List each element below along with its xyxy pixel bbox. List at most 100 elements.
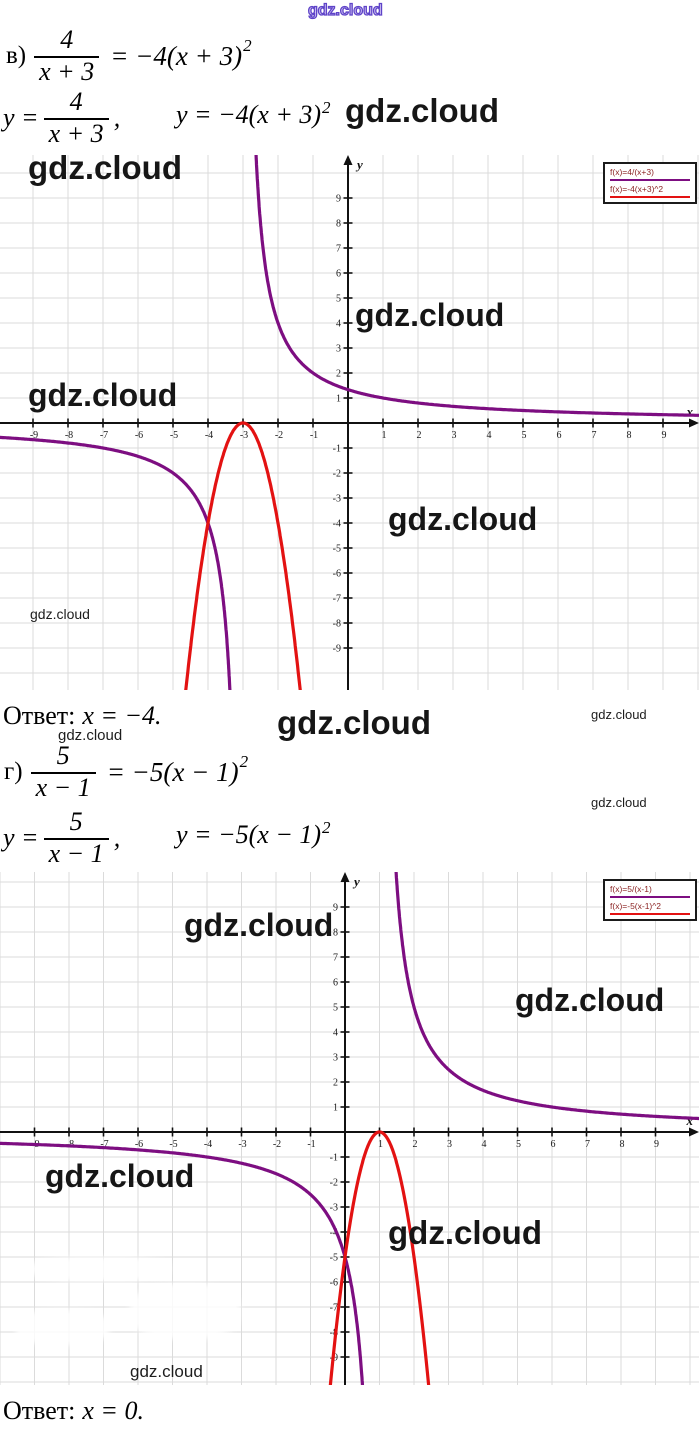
answer-g: Ответ: x = 0. <box>3 1396 144 1426</box>
y-tick-label: 2 <box>336 369 341 380</box>
y-tick-label: 2 <box>333 1078 338 1089</box>
legend-graph-1: f(x)=4/(x+3) f(x)=-4(x+3)^2 <box>603 162 697 205</box>
y-tick-label: 6 <box>333 978 338 989</box>
x-tick-label: -6 <box>135 1139 143 1150</box>
erase-smudge <box>15 1310 110 1345</box>
legend-color-line <box>610 178 690 182</box>
fraction: 4 x + 3 <box>43 88 109 147</box>
x-tick-label: 5 <box>522 430 527 441</box>
curve-hyperbola <box>0 435 232 690</box>
x-tick-label: 3 <box>452 430 457 441</box>
watermark: gdz.cloud <box>591 707 647 722</box>
x-tick-label: -7 <box>100 1139 108 1150</box>
function1-v: y = 4 x + 3 , <box>3 88 121 147</box>
x-tick-label: -4 <box>204 1139 212 1150</box>
comma: , <box>113 823 121 853</box>
graph-1-canvas: y x -9 -8 -7 -6 -5 -4 -3 -2 -1 1 2 3 4 5 6 7 8 9 9 8 7 6 5 4 3 2 1 -1… <box>0 155 699 690</box>
y-axis-label: y <box>352 874 360 889</box>
fraction: 5 x − 1 <box>43 807 109 868</box>
x-tick-label: -2 <box>273 1139 281 1150</box>
equation-statement-g: г) 5 x − 1 = −5(x − 1) 2 <box>4 742 248 801</box>
function1-g: y = 5 x − 1 , <box>3 807 121 868</box>
y-tick-label: 9 <box>333 903 338 914</box>
fraction: 4 x + 3 <box>34 25 100 85</box>
x-axis-arrow <box>689 1127 699 1137</box>
y-tick-label: -1 <box>330 1153 338 1164</box>
equation-statement-v: в) 4 x + 3 = −4(x + 3) 2 <box>6 25 252 85</box>
x-tick-label: 3 <box>447 1139 452 1150</box>
x-tick-label: 2 <box>417 430 422 441</box>
watermark: gdz.cloud <box>184 907 334 943</box>
y-tick-label: 3 <box>336 344 341 355</box>
y-tick-label: -7 <box>333 594 341 605</box>
answer-v: Ответ: x = −4. <box>3 701 162 731</box>
y-tick-label: 8 <box>333 928 338 939</box>
equation-rhs: = −4(x + 3) <box>110 40 243 71</box>
y-tick-label: 9 <box>336 194 341 205</box>
x-tick-label: 8 <box>627 430 632 441</box>
watermark: gdz.cloud <box>591 795 647 810</box>
y-tick-label: -6 <box>330 1278 338 1289</box>
curve-hyperbola <box>394 872 699 1121</box>
x-tick-label: -6 <box>135 430 143 441</box>
fraction-numerator: 5 <box>69 807 83 836</box>
x-tick-label: 9 <box>654 1139 659 1150</box>
y-tick-label: -8 <box>333 619 341 630</box>
equation-rhs: = −5(x − 1) <box>106 756 239 787</box>
watermark: gdz.cloud <box>515 982 665 1018</box>
legend-entry: f(x)=4/(x+3) <box>610 167 690 182</box>
y-tick-label: -5 <box>330 1253 338 1264</box>
watermark: gdz.cloud <box>355 297 505 333</box>
x-tick-label: 1 <box>378 1139 383 1150</box>
y-tick-label: -4 <box>330 1228 338 1239</box>
legend-label: f(x)=-4(x+3)^2 <box>610 184 664 195</box>
legend-label: f(x)=4/(x+3) <box>610 167 654 177</box>
x-tick-label: -9 <box>30 430 38 441</box>
x-tick-label: -5 <box>170 430 178 441</box>
problem-label: г) <box>4 758 23 786</box>
watermark: gdz.cloud <box>345 92 499 129</box>
x-tick-label: -8 <box>65 430 73 441</box>
legend-color-line <box>610 895 690 899</box>
y-tick-label: 6 <box>336 269 341 280</box>
comma: , <box>113 103 121 133</box>
graph-1: y x -9 -8 -7 -6 -5 -4 -3 -2 -1 1 2 3 4 5 6 7 8 9 9 8 7 6 5 4 3 2 1 -1… <box>0 155 699 690</box>
fraction-numerator: 4 <box>60 25 74 54</box>
curve-parabola <box>328 1130 431 1385</box>
y-tick-label: 8 <box>336 219 341 230</box>
x-tick-label: 5 <box>516 1139 521 1150</box>
y-tick-label: 1 <box>336 394 341 405</box>
y-axis-label: y <box>355 157 363 172</box>
y-tick-label: 1 <box>333 1103 338 1114</box>
function-lhs: y = <box>3 103 39 133</box>
x-tick-label: 8 <box>620 1139 625 1150</box>
x-tick-label: 6 <box>557 430 562 441</box>
x-tick-label: -4 <box>205 430 213 441</box>
exponent: 2 <box>243 36 252 56</box>
watermark: gdz.cloud <box>58 727 123 744</box>
function-expression: y = −4(x + 3) <box>176 100 322 129</box>
x-tick-label: -3 <box>238 1139 246 1150</box>
graph-2-canvas: yx-9 -8 -7 -6 -5 -4 -3 -2 -1 1 2 3 4 5 6 7 8 9987654321-1… <box>0 872 699 1385</box>
erase-smudge <box>130 1284 240 1339</box>
y-tick-label: -3 <box>330 1203 338 1214</box>
x-tick-label: -5 <box>169 1139 177 1150</box>
legend-label: f(x)=-5(x-1)^2 <box>610 901 661 912</box>
answer-value: x = 0. <box>82 1396 144 1425</box>
x-tick-label: 7 <box>592 430 597 441</box>
y-tick-label: 4 <box>336 319 341 330</box>
watermark: gdz.cloud <box>28 377 178 413</box>
x-tick-label: -3 <box>240 430 248 441</box>
y-tick-label: -7 <box>330 1303 338 1314</box>
curve-parabola <box>184 421 302 690</box>
x-tick-label: 1 <box>382 430 387 441</box>
watermark: gdz.cloud <box>30 606 90 622</box>
y-tick-label: 5 <box>333 1003 338 1014</box>
watermark: gdz.cloud <box>45 1158 195 1194</box>
fraction-denominator: x − 1 <box>43 837 109 868</box>
x-axis-label: x <box>686 1113 694 1128</box>
graph-2: y x -9 -8 -7 -6 -5 -4 -3 -2 -1 1 2 3 4 5 6 7 8 9 9 8 7 6 5 4 3 2 1 -1… <box>0 872 699 1385</box>
x-tick-label: 6 <box>551 1139 556 1150</box>
exponent: 2 <box>322 818 331 837</box>
